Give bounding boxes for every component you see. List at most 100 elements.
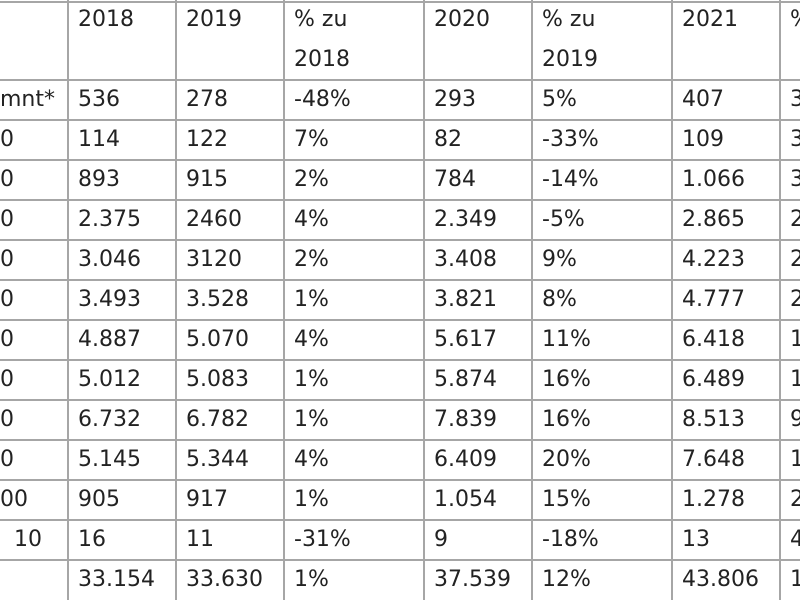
table-cell: 4%	[294, 207, 329, 232]
table-cell: 9%	[542, 247, 577, 272]
table-cell: 3.408	[434, 247, 497, 272]
table-cell: 3	[790, 127, 800, 152]
table-cell: 15%	[542, 487, 591, 512]
row-label: 10	[14, 527, 42, 552]
table-cell: 3	[790, 87, 800, 112]
table-cell: 5.145	[78, 447, 141, 472]
table-cell: 3.821	[434, 287, 497, 312]
row-border	[0, 439, 800, 441]
table-cell: 4%	[294, 447, 329, 472]
row-label: 0	[0, 327, 14, 352]
column-border	[531, 0, 533, 600]
table-cell: 7.648	[682, 447, 745, 472]
table-cell: 8.513	[682, 407, 745, 432]
header-cell: % zu 2018	[294, 7, 350, 72]
row-label: 0	[0, 167, 14, 192]
table-cell: 12%	[542, 567, 591, 592]
header-cell: 2018	[78, 7, 134, 32]
table-cell: 82	[434, 127, 462, 152]
table-cell: 5.874	[434, 367, 497, 392]
table-cell: 6.418	[682, 327, 745, 352]
row-label: 0	[0, 447, 14, 472]
table-cell: 5.012	[78, 367, 141, 392]
table-cell: 2	[790, 247, 800, 272]
header-cell: 2019	[186, 7, 242, 32]
table-cell: 5%	[542, 87, 577, 112]
table-cell: 3.493	[78, 287, 141, 312]
table-cell: 7.839	[434, 407, 497, 432]
table-cell: 33.154	[78, 567, 155, 592]
header-cell: % zu 2019	[542, 7, 598, 72]
table-cell: 4	[790, 527, 800, 552]
table-cell: -14%	[542, 167, 599, 192]
table-cell: -31%	[294, 527, 351, 552]
table-cell: 4%	[294, 327, 329, 352]
table-cell: 536	[78, 87, 120, 112]
table-cell: 293	[434, 87, 476, 112]
row-border	[0, 359, 800, 361]
table-cell: 5.070	[186, 327, 249, 352]
table-cell: 905	[78, 487, 120, 512]
table-cell: 2460	[186, 207, 242, 232]
table-cell: 109	[682, 127, 724, 152]
table-cell: 7%	[294, 127, 329, 152]
table-cell: 2	[790, 287, 800, 312]
table-cell: 9	[790, 407, 800, 432]
column-border	[283, 0, 285, 600]
table-cell: 2.865	[682, 207, 745, 232]
table-cell: 6.732	[78, 407, 141, 432]
row-border	[0, 119, 800, 121]
table-cell: 114	[78, 127, 120, 152]
row-border	[0, 239, 800, 241]
table-cell: 6.409	[434, 447, 497, 472]
table-cell: 407	[682, 87, 724, 112]
table-cell: 5.083	[186, 367, 249, 392]
row-label: mnt*	[0, 87, 55, 112]
table-cell: 1	[790, 567, 800, 592]
table-cell: 1%	[294, 367, 329, 392]
table-cell: 6.782	[186, 407, 249, 432]
row-border	[0, 519, 800, 521]
row-border	[0, 279, 800, 281]
table-cell: 16	[78, 527, 106, 552]
table-cell: 6.489	[682, 367, 745, 392]
row-border	[0, 479, 800, 481]
table-cell: 16%	[542, 407, 591, 432]
table-cell: 2%	[294, 167, 329, 192]
table-cell: 3.528	[186, 287, 249, 312]
table-cell: 784	[434, 167, 476, 192]
table-cell: 1.066	[682, 167, 745, 192]
table-cell: 1	[790, 447, 800, 472]
table-cell: 11	[186, 527, 214, 552]
table-cell: 37.539	[434, 567, 511, 592]
table-cell: 1	[790, 327, 800, 352]
header-cell: % 2	[790, 0, 800, 40]
row-border	[0, 1, 800, 3]
header-cell: 2021	[682, 7, 738, 32]
column-border	[423, 0, 425, 600]
table-cell: 1.054	[434, 487, 497, 512]
row-label: 0	[0, 207, 14, 232]
table-cell: 16%	[542, 367, 591, 392]
table-cell: 1%	[294, 407, 329, 432]
row-label: 0	[0, 247, 14, 272]
table-cell: 5.344	[186, 447, 249, 472]
table-cell: 893	[78, 167, 120, 192]
column-border	[779, 0, 781, 600]
table-cell: 11%	[542, 327, 591, 352]
table-cell: 8%	[542, 287, 577, 312]
table-cell: -18%	[542, 527, 599, 552]
row-border	[0, 159, 800, 161]
table-cell: 2.375	[78, 207, 141, 232]
table-cell: 122	[186, 127, 228, 152]
table-cell: 3120	[186, 247, 242, 272]
table-cell: -48%	[294, 87, 351, 112]
table-cell: 13	[682, 527, 710, 552]
row-border	[0, 559, 800, 561]
table-cell: 3.046	[78, 247, 141, 272]
row-label: 0	[0, 287, 14, 312]
row-label: 0	[0, 407, 14, 432]
table-cell: 2	[790, 487, 800, 512]
column-border	[67, 0, 69, 600]
